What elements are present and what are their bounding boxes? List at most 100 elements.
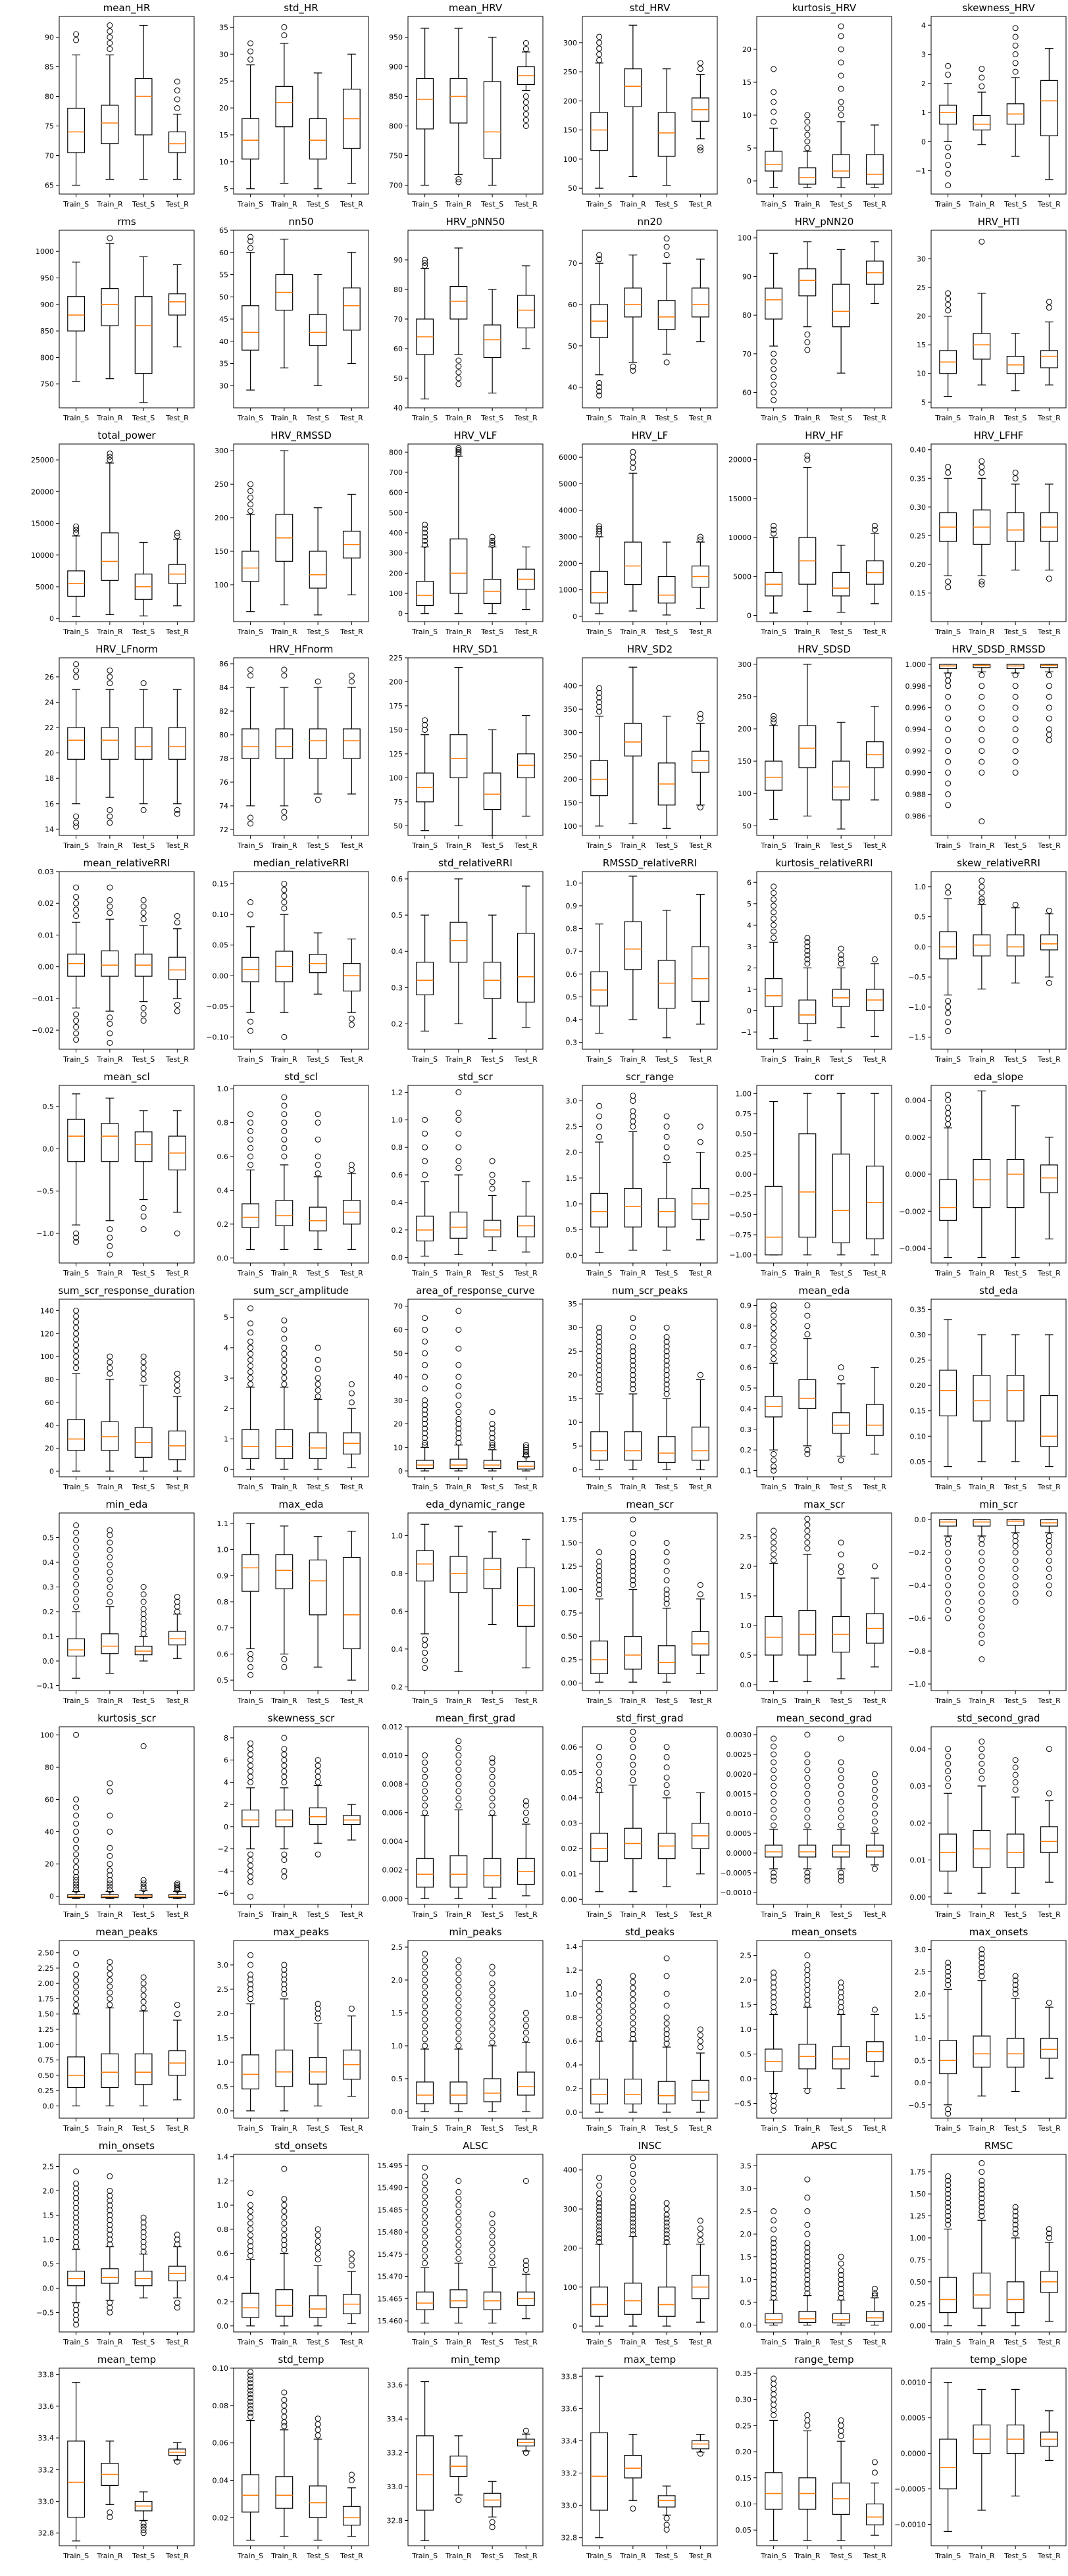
iqr-box — [242, 728, 260, 759]
y-tick-label: 0.03 — [561, 1820, 578, 1828]
outlier-point — [596, 1787, 603, 1793]
outlier-point — [1012, 2208, 1019, 2215]
outlier-point — [107, 1983, 113, 1990]
y-tick-label: 15.465 — [378, 2294, 403, 2303]
outlier-point — [596, 1362, 603, 1369]
y-tick-label: 100 — [738, 789, 751, 798]
outlier-point — [422, 1957, 428, 1964]
outlier-point — [455, 1383, 462, 1389]
y-tick-label: 35 — [219, 23, 228, 32]
axes-frame — [59, 657, 195, 836]
outlier-point — [107, 1852, 113, 1859]
x-tick-label: Test_R — [165, 1269, 189, 1277]
y-tick-label: 1000 — [559, 586, 577, 595]
outlier-point — [697, 2032, 703, 2039]
outlier-point — [1012, 1757, 1019, 1764]
outlier-point — [489, 1788, 496, 1795]
outlier-point — [838, 2276, 844, 2283]
box-Test_R — [168, 1880, 186, 1900]
outlier-point — [630, 1736, 636, 1743]
outlier-point — [489, 1158, 496, 1164]
subplot-title: std_relativeRRI — [438, 857, 513, 870]
iqr-box — [242, 1554, 260, 1592]
x-tick-label: Train_R — [270, 414, 297, 422]
outlier-point — [663, 2231, 670, 2238]
outlier-point — [979, 1640, 985, 1646]
outlier-point — [247, 487, 254, 494]
box-Train_S — [242, 666, 260, 827]
outlier-point — [422, 541, 428, 548]
outlier-point — [107, 1788, 113, 1795]
outlier-point — [945, 2200, 952, 2206]
outlier-point — [73, 1353, 80, 1360]
box-Test_S — [657, 910, 676, 1039]
iqr-box — [309, 1807, 327, 1825]
outlier-point — [945, 791, 952, 797]
y-tick-label: 225 — [389, 654, 403, 662]
outlier-point — [315, 2256, 321, 2263]
outlier-point — [697, 1139, 703, 1145]
outlier-point — [663, 1144, 670, 1151]
x-tick-label: Train_R — [445, 414, 472, 422]
outlier-point — [979, 1623, 985, 1629]
outlier-point — [945, 62, 952, 69]
x-tick-label: Test_R — [165, 1055, 189, 1064]
subplot-title: max_eda — [278, 1499, 323, 1511]
outlier-point — [247, 1991, 254, 1997]
box-Train_R — [798, 1731, 817, 1884]
x-tick-label: Train_S — [934, 1910, 961, 1919]
y-tick-label: 0.5 — [217, 2083, 229, 2091]
x-tick-label: Train_R — [96, 1055, 123, 1064]
outlier-point — [422, 537, 428, 544]
subplot-title: max_temp — [624, 2354, 676, 2366]
outlier-point — [804, 2258, 811, 2265]
outlier-point — [871, 1795, 878, 1801]
box-Train_R — [624, 1315, 642, 1470]
outlier-point — [281, 672, 288, 679]
x-tick-label: Train_R — [96, 1697, 123, 1705]
outlier-point — [174, 87, 180, 93]
iqr-box — [590, 1193, 609, 1227]
y-tick-label: 1.0 — [740, 2025, 752, 2034]
y-tick-label: 25 — [917, 284, 926, 292]
outlier-point — [771, 389, 777, 396]
y-tick-label: 0.06 — [561, 1743, 578, 1752]
outlier-point — [1012, 726, 1019, 733]
box-Train_S — [67, 1307, 86, 1472]
axes-frame — [756, 657, 892, 836]
outlier-point — [945, 301, 952, 308]
outlier-point — [663, 2200, 670, 2206]
outlier-point — [838, 2271, 844, 2278]
outlier-point — [455, 2003, 462, 2010]
outlier-point — [73, 1851, 80, 1858]
outlier-point — [945, 2208, 952, 2215]
y-tick-label: 0.10 — [213, 910, 229, 919]
box-Train_S — [939, 883, 957, 1035]
axes-frame — [407, 1726, 544, 1905]
outlier-point — [771, 1343, 777, 1350]
y-tick-label: 0.25 — [561, 1656, 578, 1664]
y-tick-label: 0.0 — [566, 1251, 578, 1260]
outlier-point — [1012, 42, 1019, 49]
outlier-point — [281, 1111, 288, 1118]
outlier-point — [281, 2419, 288, 2425]
outlier-point — [107, 813, 113, 820]
x-tick-label: Test_R — [688, 414, 712, 422]
outlier-point — [140, 1743, 147, 1749]
outlier-point — [422, 1636, 428, 1643]
x-tick-label: Test_R — [688, 2124, 712, 2133]
box-Train_S — [67, 884, 86, 1043]
outlier-point — [945, 2221, 952, 2228]
y-tick-label: 0.6 — [566, 2037, 578, 2046]
outlier-point — [771, 1969, 777, 1976]
subplot-max_onsets: max_onsets−0.50.00.51.01.52.02.53.0Train… — [908, 1926, 1067, 2133]
outlier-point — [455, 1802, 462, 1809]
outlier-point — [1012, 748, 1019, 755]
box-Test_S — [309, 1345, 327, 1470]
box-Train_R — [275, 24, 293, 184]
outlier-point — [489, 1179, 496, 1185]
outlier-point — [838, 99, 844, 105]
outlier-point — [771, 1751, 777, 1758]
